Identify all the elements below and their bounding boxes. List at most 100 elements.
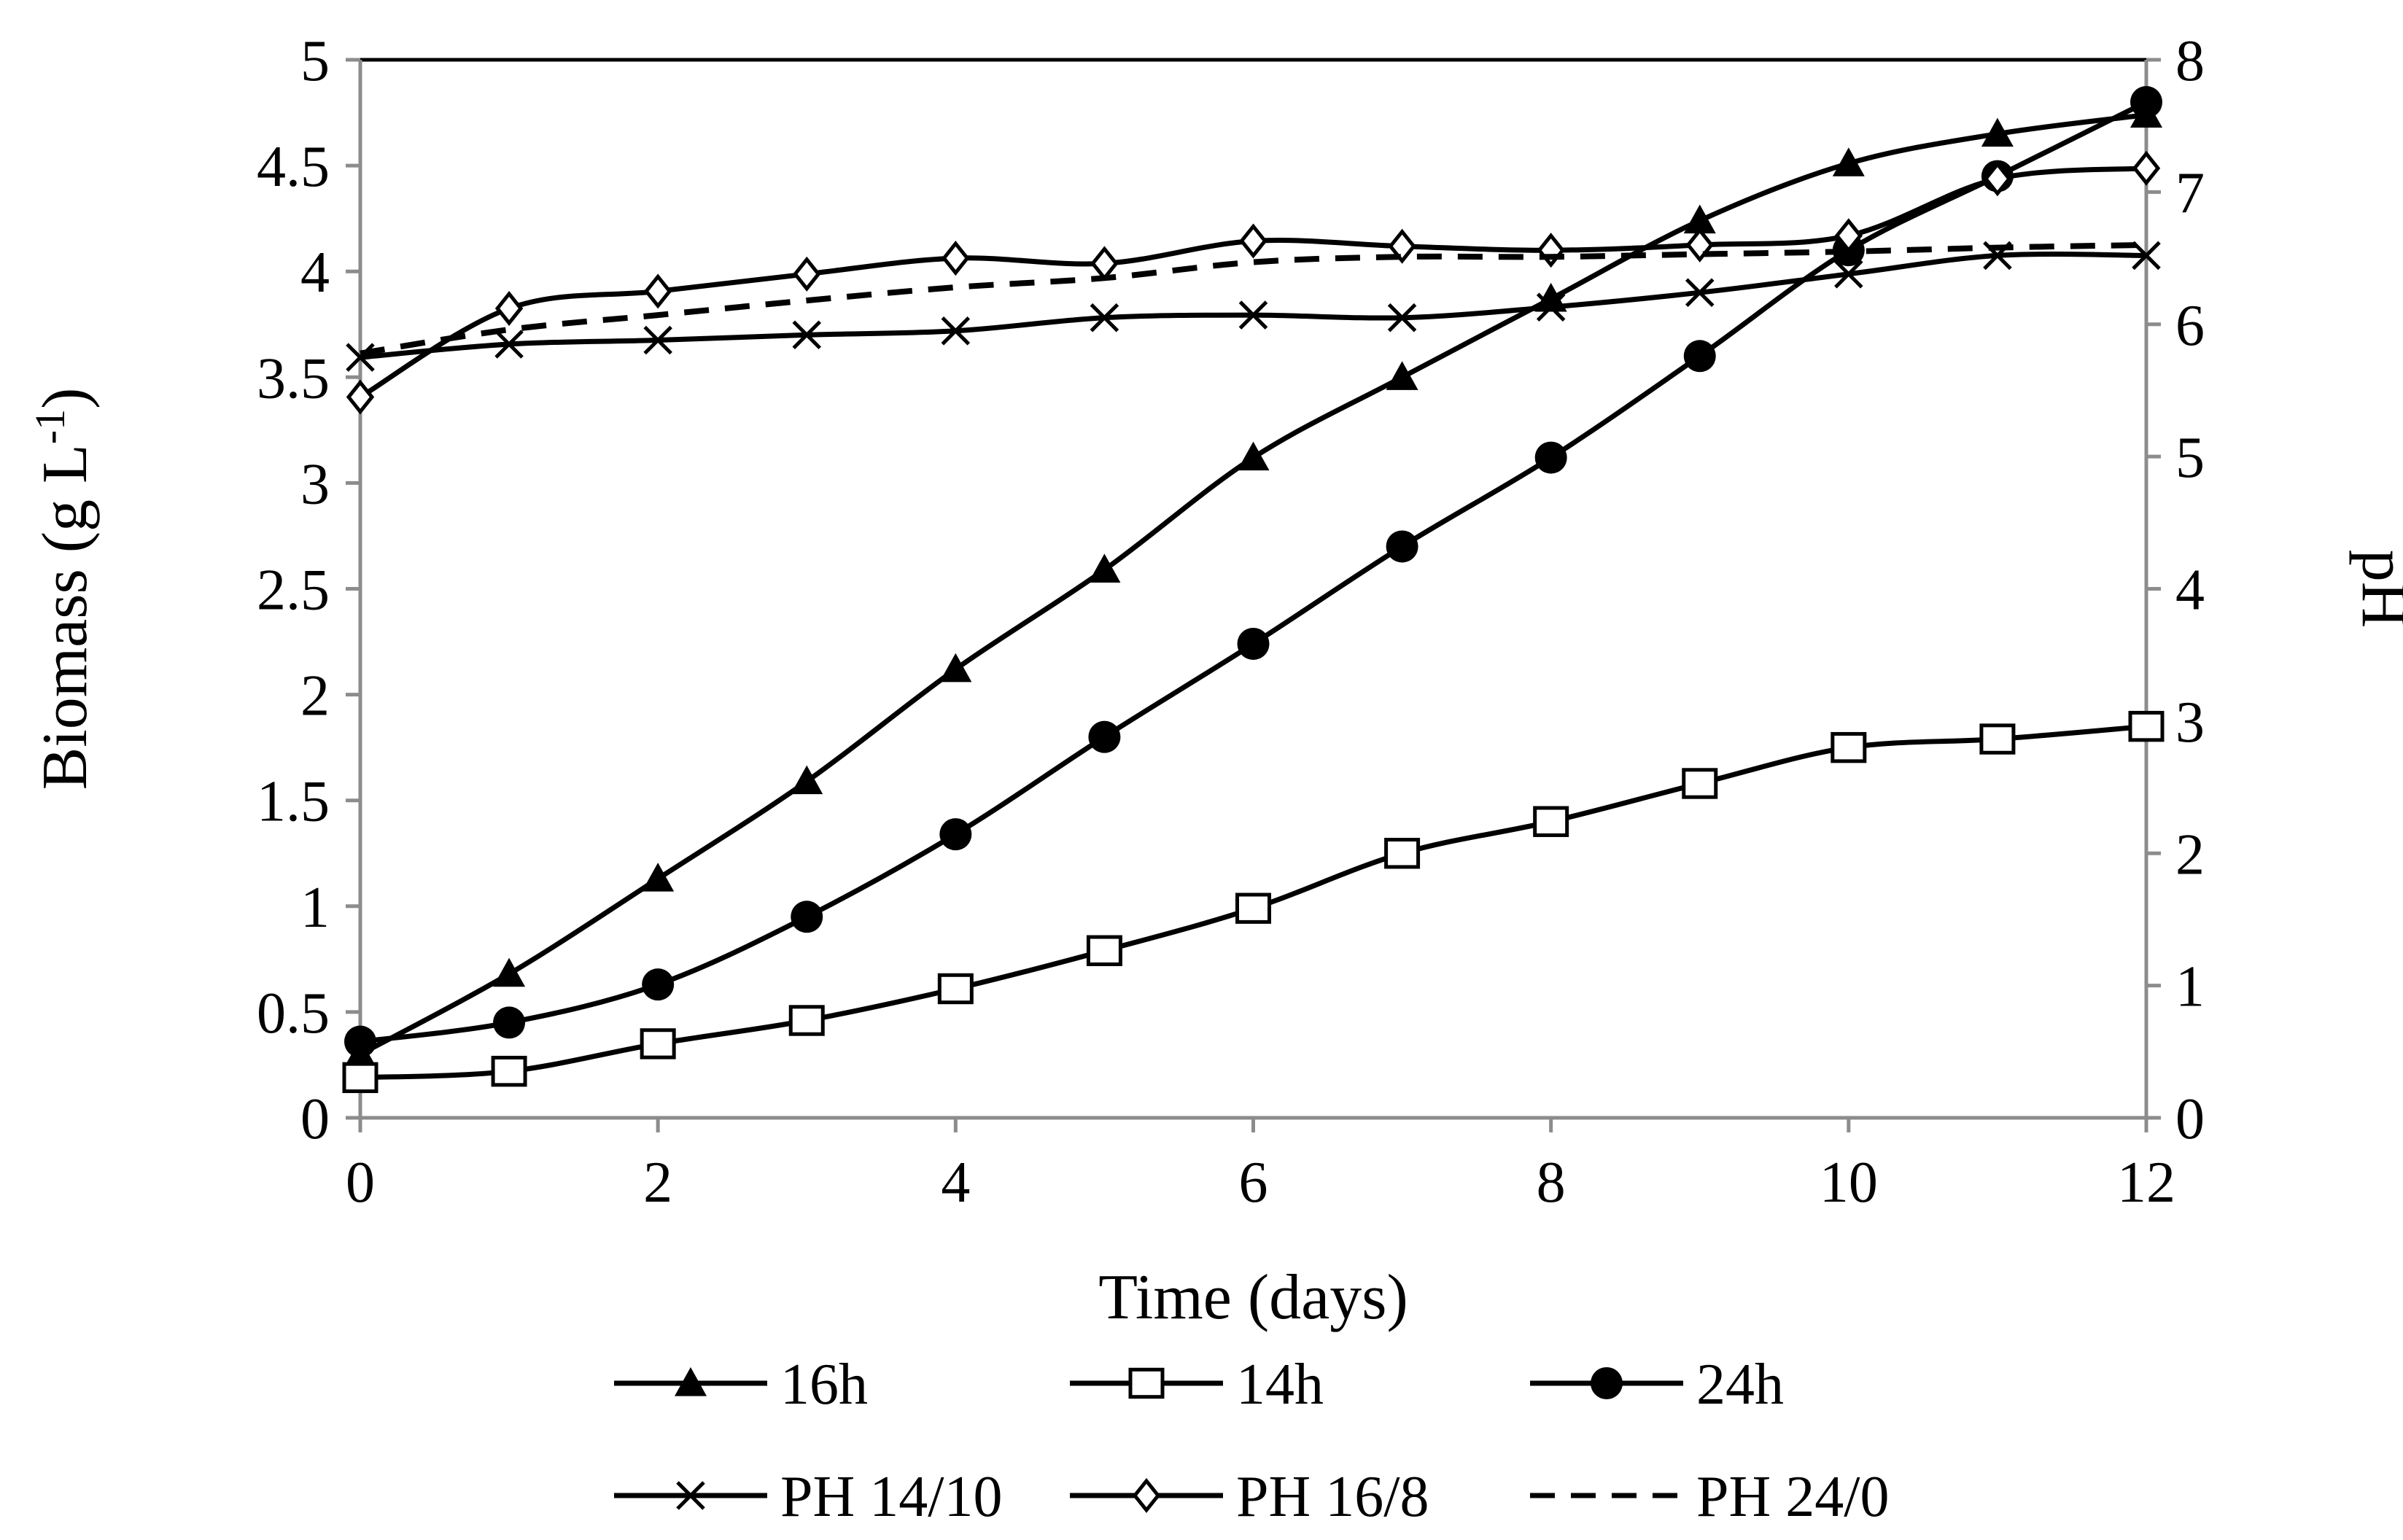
y-tick-label: 3 (300, 452, 330, 516)
y-tick-label: 1 (300, 876, 330, 940)
y-tick-label: 0.5 (257, 981, 330, 1046)
plot-series (342, 86, 2165, 1094)
data-point (1683, 204, 1716, 234)
data-point (342, 1062, 378, 1094)
data-point (2132, 241, 2161, 271)
x-tick-label: 12 (2117, 1151, 2175, 1215)
x-tick-label: 8 (1537, 1151, 1566, 1215)
data-point (640, 1028, 676, 1059)
y2-tick-label: 8 (2175, 29, 2205, 93)
data-point (491, 1055, 527, 1087)
series-ph-24-0 (360, 241, 2147, 357)
y2-tick-label: 2 (2175, 822, 2205, 887)
y-axis-title-close: ) (30, 388, 101, 409)
data-point (346, 379, 375, 415)
data-point (1832, 147, 1865, 176)
data-point (1384, 838, 1421, 869)
data-point (1981, 117, 2014, 147)
data-point (793, 256, 821, 292)
data-point (493, 1006, 526, 1039)
data-point (493, 957, 526, 987)
y2-tick-label: 7 (2175, 161, 2205, 225)
legend: 16h 14h 24h PH 14/10 PH 16/8 PH 24/0 (614, 1353, 1890, 1529)
data-point (1682, 768, 1718, 799)
legend-item: 14h (1070, 1353, 1324, 1417)
data-point (1088, 553, 1121, 583)
y-axis-title-main: Biomass (g L (30, 444, 101, 790)
series-ph-14-10 (346, 241, 2161, 372)
data-point (792, 320, 822, 350)
legend-label: 24h (1696, 1353, 1784, 1417)
y2-tick-label: 5 (2175, 426, 2205, 490)
y-tick-label: 2 (300, 664, 330, 728)
data-point (1831, 731, 1867, 763)
x-tick-label: 6 (1239, 1151, 1268, 1215)
data-point (1533, 806, 1569, 837)
y2-tick-label: 1 (2175, 955, 2205, 1019)
y2-tick-label: 4 (2175, 559, 2205, 623)
legend-label: PH 14/10 (780, 1465, 1003, 1529)
y-axis-title: Biomass (g L-1) (26, 388, 101, 790)
data-point (494, 290, 524, 326)
data-point (1086, 935, 1122, 966)
legend-marker (676, 1481, 705, 1510)
data-point (937, 973, 974, 1005)
data-point (643, 273, 672, 309)
data-point (642, 863, 675, 892)
series-ph-16-8 (346, 150, 2161, 415)
y-tick-label: 0 (300, 1087, 330, 1151)
y-tick-label: 1.5 (257, 770, 330, 834)
y-tick-label: 5 (300, 29, 330, 93)
data-point (346, 343, 375, 372)
y-tick-label: 4 (300, 241, 330, 305)
y-axis-title-superscript: -1 (26, 409, 74, 444)
y-tick-label: 2.5 (257, 559, 330, 623)
series-line-ph-24-0 (360, 241, 2147, 357)
data-point (344, 1025, 376, 1058)
legend-label: PH 24/0 (1696, 1465, 1890, 1529)
data-point (1088, 720, 1121, 753)
data-point (1979, 723, 2016, 755)
x-tick-label: 10 (1820, 1151, 1878, 1215)
data-point (2132, 150, 2161, 186)
data-point (791, 901, 823, 933)
data-point (1387, 303, 1417, 332)
legend-item: 24h (1530, 1353, 1784, 1417)
data-point (1388, 228, 1416, 264)
data-point (791, 765, 823, 795)
data-point (1090, 303, 1119, 332)
legend-label: 16h (780, 1353, 868, 1417)
legend-label: 14h (1236, 1353, 1324, 1417)
data-point (1238, 300, 1268, 330)
y2-axis-title: pH (2348, 550, 2403, 629)
series-14h (342, 710, 2165, 1094)
data-point (1834, 260, 1863, 289)
x-tick-label: 4 (941, 1151, 970, 1215)
legend-marker (1591, 1367, 1623, 1399)
data-point (1534, 441, 1567, 474)
x-tick-label: 0 (346, 1151, 375, 1215)
legend-item: PH 24/0 (1530, 1465, 1890, 1529)
data-point (941, 316, 971, 346)
data-point (1386, 361, 1418, 390)
data-point (643, 325, 672, 355)
data-point (1239, 223, 1268, 259)
legend-marker (1132, 1477, 1161, 1514)
legend-marker (1128, 1367, 1165, 1399)
legend-item: PH 16/8 (1070, 1465, 1429, 1529)
data-point (1235, 892, 1271, 924)
y-tick-label: 3.5 (257, 346, 330, 411)
data-point (1685, 278, 1715, 307)
y2-tick-label: 3 (2175, 691, 2205, 755)
y-tick-label: 4.5 (257, 135, 330, 199)
data-point (1683, 340, 1716, 373)
data-point (642, 968, 675, 1001)
data-point (1237, 441, 1270, 471)
legend-label: PH 16/8 (1236, 1465, 1429, 1529)
data-point (939, 653, 972, 682)
data-point (942, 241, 970, 276)
y2-tick-label: 0 (2175, 1087, 2205, 1151)
series-line-ph-16-8 (359, 166, 2147, 400)
